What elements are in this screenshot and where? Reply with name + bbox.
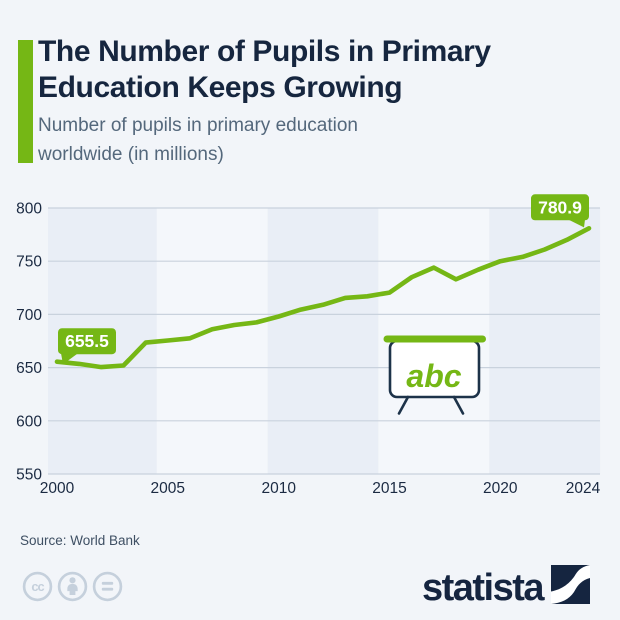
x-tick-label: 2024 bbox=[566, 480, 601, 497]
x-tick-label: 2020 bbox=[483, 480, 518, 497]
statista-logo-icon bbox=[551, 565, 590, 604]
x-tick-label: 2005 bbox=[151, 480, 185, 497]
source-text: Source: World Bank bbox=[20, 533, 140, 548]
whiteboard-top-bar bbox=[383, 335, 486, 343]
value-badge bbox=[531, 194, 589, 221]
whiteboard-abc-text: abc bbox=[406, 358, 461, 394]
title-accent-bar bbox=[18, 40, 33, 163]
svg-text:cc: cc bbox=[31, 579, 44, 594]
page-subtitle: Number of pupils in primary education wo… bbox=[38, 115, 358, 165]
y-tick-label: 800 bbox=[16, 201, 42, 218]
y-tick-label: 550 bbox=[16, 467, 42, 484]
whiteboard-left-leg bbox=[397, 395, 410, 415]
y-tick-label: 600 bbox=[16, 413, 42, 430]
statista-logo[interactable]: statista bbox=[421, 565, 590, 609]
license-icons: cc bbox=[21, 570, 124, 603]
whiteboard-right-leg bbox=[452, 395, 465, 415]
value-badge bbox=[58, 328, 116, 355]
value-badge-tail bbox=[568, 219, 585, 228]
x-tick-label: 2015 bbox=[372, 480, 406, 497]
cc-icon[interactable]: cc bbox=[21, 570, 54, 603]
y-tick-label: 750 bbox=[16, 254, 42, 271]
value-badge-text: 655.5 bbox=[65, 331, 109, 351]
plot-band bbox=[267, 208, 379, 474]
value-badge-tail bbox=[61, 353, 78, 365]
x-tick-label: 2000 bbox=[40, 480, 75, 497]
x-tick-label: 2010 bbox=[261, 480, 296, 497]
statista-logo-text: statista bbox=[421, 566, 545, 609]
value-badge-text: 780.9 bbox=[538, 197, 582, 217]
equals-icon[interactable] bbox=[91, 570, 124, 603]
page-title: The Number of Pupils in Primary Educatio… bbox=[38, 35, 491, 104]
y-tick-label: 650 bbox=[16, 360, 42, 377]
y-tick-label: 700 bbox=[16, 307, 42, 324]
plot-band bbox=[489, 208, 601, 474]
data-line bbox=[54, 226, 592, 370]
attribution-icon[interactable] bbox=[56, 570, 89, 603]
